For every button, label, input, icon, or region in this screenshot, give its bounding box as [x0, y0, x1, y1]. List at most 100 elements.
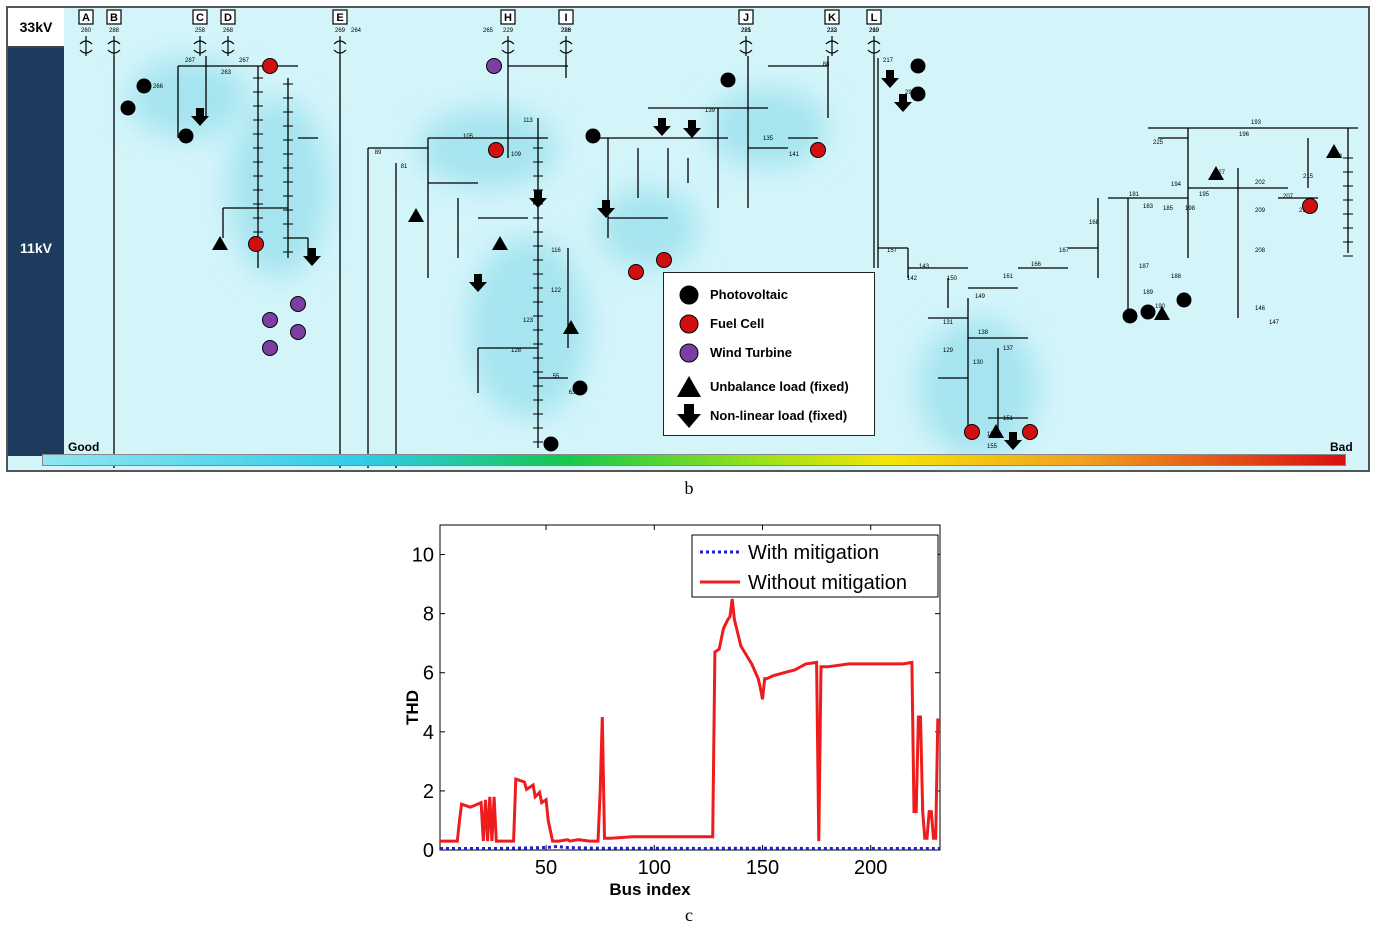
bus-label: 208 [1255, 248, 1266, 254]
bus-label: 288 [109, 28, 120, 34]
bus-label: 81 [401, 164, 408, 170]
non-linear-load-icon [303, 248, 321, 266]
bus-label: 88 [823, 62, 830, 68]
legend-circle-icon [679, 343, 699, 363]
fuel-cell-icon [810, 142, 826, 158]
photovoltaic-icon [136, 78, 152, 94]
feeder-tag-box [824, 9, 840, 25]
non-linear-load-icon [881, 70, 899, 88]
legend-circle-icon [679, 285, 699, 305]
bus-label: 209 [1255, 208, 1266, 214]
photovoltaic-icon [585, 128, 601, 144]
caption-b: b [684, 478, 694, 498]
bus-label: 202 [1255, 180, 1266, 186]
legend-label: Wind Turbine [710, 345, 792, 360]
bus-label: 139 [705, 108, 716, 114]
feeder-tag-l: L [871, 12, 878, 24]
non-linear-load-icon [1004, 432, 1022, 450]
feeder-tag-d: D [224, 12, 232, 24]
scale-label-bad: Bad [1330, 440, 1353, 454]
y-tick-label: 0 [423, 840, 434, 862]
fuel-cell-icon [262, 58, 278, 74]
photovoltaic-icon [1176, 292, 1192, 308]
bus-label: 166 [1031, 262, 1042, 268]
non-linear-load-icon [191, 108, 209, 126]
fuel-cell-icon [248, 236, 264, 252]
bus-label: 258 [195, 28, 206, 34]
bus-label: 149 [975, 294, 986, 300]
bus-label: 217 [883, 58, 894, 64]
feeder-network: A B C D E H I J K L 260 288 258 268 269 229 228 221 223 269… [78, 9, 1358, 468]
bus-label: 137 [1003, 346, 1014, 352]
wind-turbine-icon [486, 58, 502, 74]
distribution-network-diagram: 33kV 11kV A B C D E H I J K L 260 288 258 268 269 229 22… [6, 6, 1370, 472]
bus-label: 193 [1251, 120, 1262, 126]
feeder-tag-box [500, 9, 516, 25]
bus-label: 225 [1153, 140, 1164, 146]
non-linear-load-icon [469, 274, 487, 292]
bus-label: 135 [763, 136, 774, 142]
feeder-tag-e: E [336, 12, 343, 24]
unbalance-load-icon [1208, 166, 1224, 180]
photovoltaic-icon [720, 72, 736, 88]
unbalance-load-icon [408, 208, 424, 222]
bus-label: 143 [919, 264, 930, 270]
unbalance-load-icon [1154, 306, 1170, 320]
photovoltaic-icon [910, 86, 926, 102]
feeder-tag-box [332, 9, 348, 25]
bus-label: 269 [869, 28, 880, 34]
photovoltaic-icon [1122, 308, 1138, 324]
fuel-cell-icon [656, 252, 672, 268]
y-axis-label: THD [403, 690, 422, 725]
voltage-level-bar: 33kV 11kV [8, 8, 64, 456]
legend-label: Photovoltaic [710, 287, 789, 302]
voltage-label-33kv: 33kV [8, 8, 64, 48]
x-tick-label: 50 [535, 857, 557, 879]
bus-label: 198 [1185, 206, 1196, 212]
thd-line-chart: 50 100 150 200 0 2 4 6 8 10 Bus index THD With mitig… [403, 524, 941, 899]
series-line-without-mitigation [440, 598, 940, 843]
unbalance-load-icon [563, 320, 579, 334]
photovoltaic-icon [178, 128, 194, 144]
bus-label: 141 [789, 152, 800, 158]
bus-label: 63 [569, 390, 576, 396]
non-linear-load-icon [653, 118, 671, 136]
wind-turbine-icon [262, 340, 278, 356]
feeder-tag-box [866, 9, 882, 25]
non-linear-load-icon [529, 190, 547, 208]
heat-zone [468, 238, 588, 418]
bus-label: 122 [551, 288, 562, 294]
bus-label: 109 [511, 152, 522, 158]
feeder-tag-box [106, 9, 122, 25]
feeder-tag-c: C [196, 12, 204, 24]
heat-zone [918, 318, 1038, 458]
bus-label: 223 [827, 28, 838, 34]
bus-label: 188 [1171, 274, 1182, 280]
bus-label: 128 [511, 348, 522, 354]
bus-label: 287 [185, 58, 196, 64]
bus-label: 113 [523, 118, 533, 124]
y-tick-label: 10 [412, 545, 434, 567]
bus-label: 189 [1143, 290, 1154, 296]
heat-zone [128, 58, 248, 138]
feeder-tag-box [220, 9, 236, 25]
feeder-tag-box [78, 9, 94, 25]
bus-label: 290 [905, 90, 916, 96]
bus-label: 151 [1003, 416, 1014, 422]
bus-label: 123 [523, 318, 534, 324]
bus-label: 181 [1129, 192, 1140, 198]
x-tick-label: 100 [638, 857, 671, 879]
feeder-tag-box [192, 9, 208, 25]
bus-label: 157 [887, 248, 898, 254]
thd-color-scale [42, 454, 1346, 466]
heat-zone [418, 108, 558, 188]
diagram-legend: Photovoltaic Fuel Cell Wind Turbine Unbalan… [663, 272, 875, 436]
non-linear-load-icon [894, 94, 912, 112]
bus-label: 232 [827, 28, 838, 34]
bus-label: 269 [335, 28, 346, 34]
photovoltaic-icon [572, 380, 588, 396]
heat-zone [228, 98, 328, 278]
bus-label: 267 [239, 58, 250, 64]
voltage-label-11kv: 11kV [20, 240, 52, 256]
legend-label: Unbalance load (fixed) [710, 379, 849, 394]
